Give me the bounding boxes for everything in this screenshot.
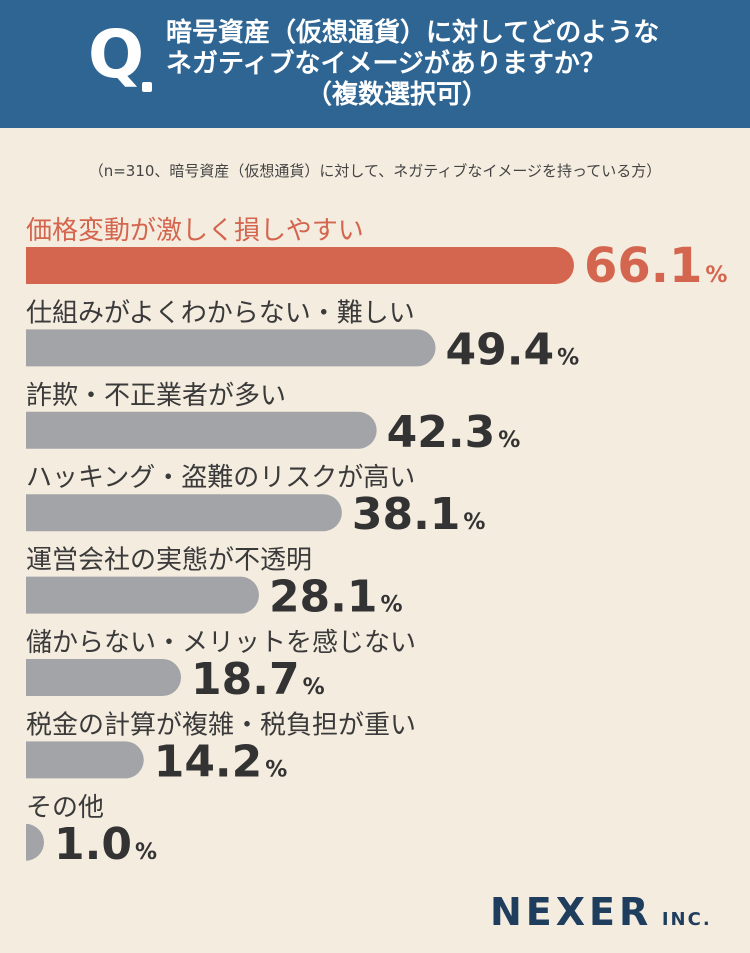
nexer-logo: NEXER INC. bbox=[490, 890, 712, 934]
bar-label-0: 価格変動が激しく損しやすい bbox=[26, 216, 364, 246]
question-line-2: ネガティブなイメージがありますか？ bbox=[166, 49, 606, 79]
bar-0 bbox=[26, 247, 574, 284]
bar-label-3: ハッキング・盗難のリスクが高い bbox=[26, 463, 415, 493]
bar-6 bbox=[26, 741, 144, 779]
bar-value-6: 14.2% bbox=[154, 736, 288, 787]
bar-label-5: 儲からない・メリットを感じない bbox=[26, 628, 416, 658]
bar-value-number-7: 1.0 bbox=[54, 819, 132, 870]
bar-value-unit-0: % bbox=[705, 263, 727, 288]
bar-value-number-0: 66.1 bbox=[584, 238, 702, 294]
q-mark: Q bbox=[88, 16, 145, 93]
bar-value-unit-4: % bbox=[381, 593, 403, 618]
bar-value-0: 66.1% bbox=[584, 238, 727, 294]
bar-value-unit-6: % bbox=[265, 757, 287, 782]
bar-value-5: 18.7% bbox=[191, 654, 325, 705]
logo-main: NEXER bbox=[490, 890, 653, 934]
bar-value-unit-2: % bbox=[498, 428, 520, 453]
sample-note: （n=310、暗号資産（仮想通貨）に対して、ネガティブなイメージを持っている方） bbox=[88, 162, 662, 180]
question-line-3: （複数選択可） bbox=[306, 80, 489, 110]
bar-value-number-3: 38.1 bbox=[352, 489, 461, 540]
question-text: 暗号資産（仮想通貨）に対してどのような ネガティブなイメージがありますか？ （複… bbox=[166, 18, 726, 111]
bar-value-number-4: 28.1 bbox=[269, 572, 378, 623]
bar-label-1: 仕組みがよくわからない・難しい bbox=[26, 298, 415, 328]
question-header: Q 暗号資産（仮想通貨）に対してどのような ネガティブなイメージがありますか？ … bbox=[0, 0, 750, 128]
logo-suffix: INC. bbox=[661, 909, 712, 930]
bar-value-4: 28.1% bbox=[269, 572, 403, 623]
question-line-1: 暗号資産（仮想通貨）に対してどのような bbox=[166, 18, 660, 48]
bar-value-2: 42.3% bbox=[387, 407, 521, 458]
bar-value-unit-1: % bbox=[557, 345, 579, 370]
bar-label-6: 税金の計算が複雑・税負担が重い bbox=[26, 710, 416, 740]
bar-value-7: 1.0% bbox=[54, 819, 157, 870]
bar-value-3: 38.1% bbox=[352, 489, 486, 540]
bar-value-unit-7: % bbox=[135, 840, 157, 865]
bar-label-7: その他 bbox=[26, 793, 104, 823]
bar-5 bbox=[26, 659, 182, 696]
bar-1 bbox=[26, 329, 436, 367]
bar-value-number-2: 42.3 bbox=[387, 407, 496, 458]
bar-label-4: 運営会社の実態が不透明 bbox=[26, 546, 312, 576]
bar-2 bbox=[26, 411, 377, 449]
bar-value-1: 49.4% bbox=[446, 324, 580, 375]
bar-7 bbox=[25, 823, 44, 861]
bar-label-2: 詐欺・不正業者が多い bbox=[26, 381, 286, 411]
bar-value-number-6: 14.2 bbox=[154, 736, 263, 787]
bar-value-unit-3: % bbox=[463, 510, 485, 535]
bar-value-number-5: 18.7 bbox=[191, 654, 300, 705]
bar-4 bbox=[26, 576, 259, 614]
bar-value-unit-5: % bbox=[303, 675, 325, 700]
bar-3 bbox=[26, 494, 342, 532]
bar-value-number-1: 49.4 bbox=[446, 324, 555, 375]
q-mark-dot bbox=[142, 82, 152, 92]
